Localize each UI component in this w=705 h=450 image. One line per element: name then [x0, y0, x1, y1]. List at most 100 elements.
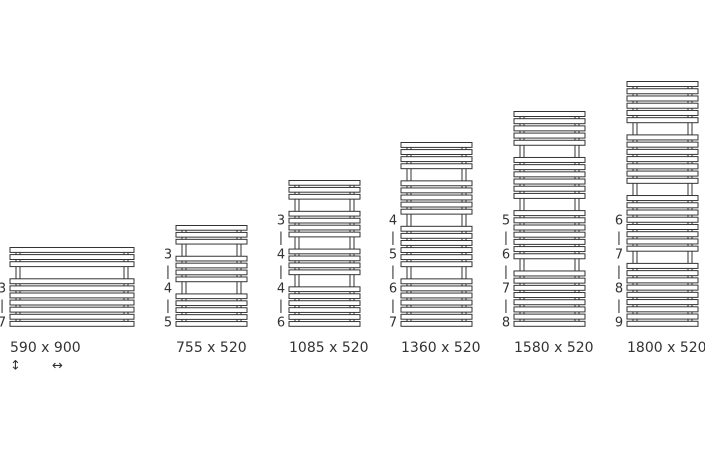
slat [513, 185, 586, 192]
slat [626, 306, 699, 313]
slat [400, 149, 473, 155]
slat [288, 321, 361, 327]
section-label: 8 [502, 316, 510, 331]
section-label: | [0, 299, 4, 314]
section-label: | [279, 231, 283, 246]
radiator: 5 | 6 | 7 | 8 1580 x 520 [502, 111, 594, 356]
slat [513, 299, 586, 306]
slat [400, 313, 473, 320]
slat [513, 156, 586, 163]
slat [400, 232, 473, 239]
slat [175, 307, 248, 313]
section-label: 5 [164, 316, 172, 331]
slat [626, 238, 699, 245]
slat [626, 299, 699, 306]
section-label: | [166, 265, 170, 280]
slat [513, 270, 586, 277]
slat [513, 292, 586, 299]
slat [626, 117, 699, 124]
slat [400, 201, 473, 208]
radiator: 3 | 7 590 x 900 [0, 247, 135, 356]
slat [288, 217, 361, 224]
slat [626, 291, 699, 298]
slat [626, 177, 699, 184]
slat [9, 247, 135, 253]
slat [513, 224, 586, 231]
size-label: 1360 x 520 [401, 340, 481, 356]
slat [626, 262, 699, 269]
slat [175, 255, 248, 262]
slat [288, 248, 361, 255]
slat [175, 293, 248, 300]
slat [626, 88, 699, 95]
slat [626, 270, 699, 277]
slat [288, 286, 361, 293]
slat [175, 225, 248, 231]
section-label: 4 [389, 214, 397, 229]
slat [626, 134, 699, 141]
slat [175, 300, 248, 307]
slat [513, 164, 586, 171]
slat [400, 194, 473, 201]
section-label: 5 [502, 214, 510, 229]
slat [626, 81, 699, 88]
section-label: | [617, 231, 621, 246]
slat [513, 139, 586, 146]
slat [400, 320, 473, 327]
slat [513, 210, 586, 217]
slat [513, 277, 586, 284]
slat [9, 299, 135, 306]
slat [175, 262, 248, 269]
slat [626, 245, 699, 252]
slat [288, 180, 361, 186]
slat [400, 142, 473, 148]
section-label: 6 [277, 316, 285, 331]
slat [400, 299, 473, 306]
slat [626, 231, 699, 238]
width-icon: ↔ [52, 359, 63, 374]
slat [400, 156, 473, 163]
slat [9, 292, 135, 299]
slat [513, 178, 586, 185]
section-label: | [391, 265, 395, 280]
slat [9, 254, 135, 261]
slat [626, 156, 699, 163]
slat [288, 300, 361, 306]
slat [513, 118, 586, 125]
size-label: 590 x 900 [10, 340, 81, 356]
slat [513, 246, 586, 253]
slat [175, 321, 248, 327]
slat [513, 171, 586, 178]
size-label: 1085 x 520 [289, 340, 369, 356]
slat [175, 276, 248, 283]
slat [175, 314, 248, 320]
slat [513, 238, 586, 245]
slat [400, 306, 473, 313]
slat [288, 210, 361, 217]
slat [626, 95, 699, 102]
slat [9, 313, 135, 320]
slat [513, 192, 586, 199]
section-label: | [391, 231, 395, 246]
radiator: 4 | 5 | 6 | 7 1360 x 520 [389, 142, 481, 356]
slat [626, 163, 699, 170]
slat [626, 102, 699, 109]
slat [9, 278, 135, 285]
section-label: 7 [615, 248, 623, 263]
slat [626, 170, 699, 177]
height-icon: ↕ [10, 359, 21, 374]
section-label: | [617, 299, 621, 314]
slat [626, 141, 699, 148]
slat [288, 293, 361, 300]
slat [513, 306, 586, 313]
slat [288, 255, 361, 262]
slat [9, 261, 135, 268]
slat [400, 261, 473, 268]
slat [175, 238, 248, 245]
slat [400, 225, 473, 232]
section-label: 7 [0, 316, 6, 331]
section-label: 4 [277, 282, 285, 297]
slat [513, 231, 586, 238]
slat [513, 284, 586, 291]
